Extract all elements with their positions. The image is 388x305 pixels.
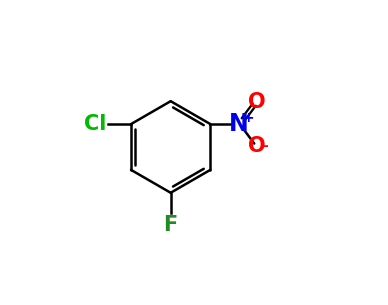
Text: -: - bbox=[263, 139, 268, 153]
Text: Cl: Cl bbox=[84, 114, 106, 134]
Text: +: + bbox=[242, 110, 254, 124]
Text: O: O bbox=[248, 92, 265, 112]
Text: O: O bbox=[248, 136, 265, 156]
Text: N: N bbox=[229, 112, 249, 136]
Text: F: F bbox=[164, 215, 178, 235]
